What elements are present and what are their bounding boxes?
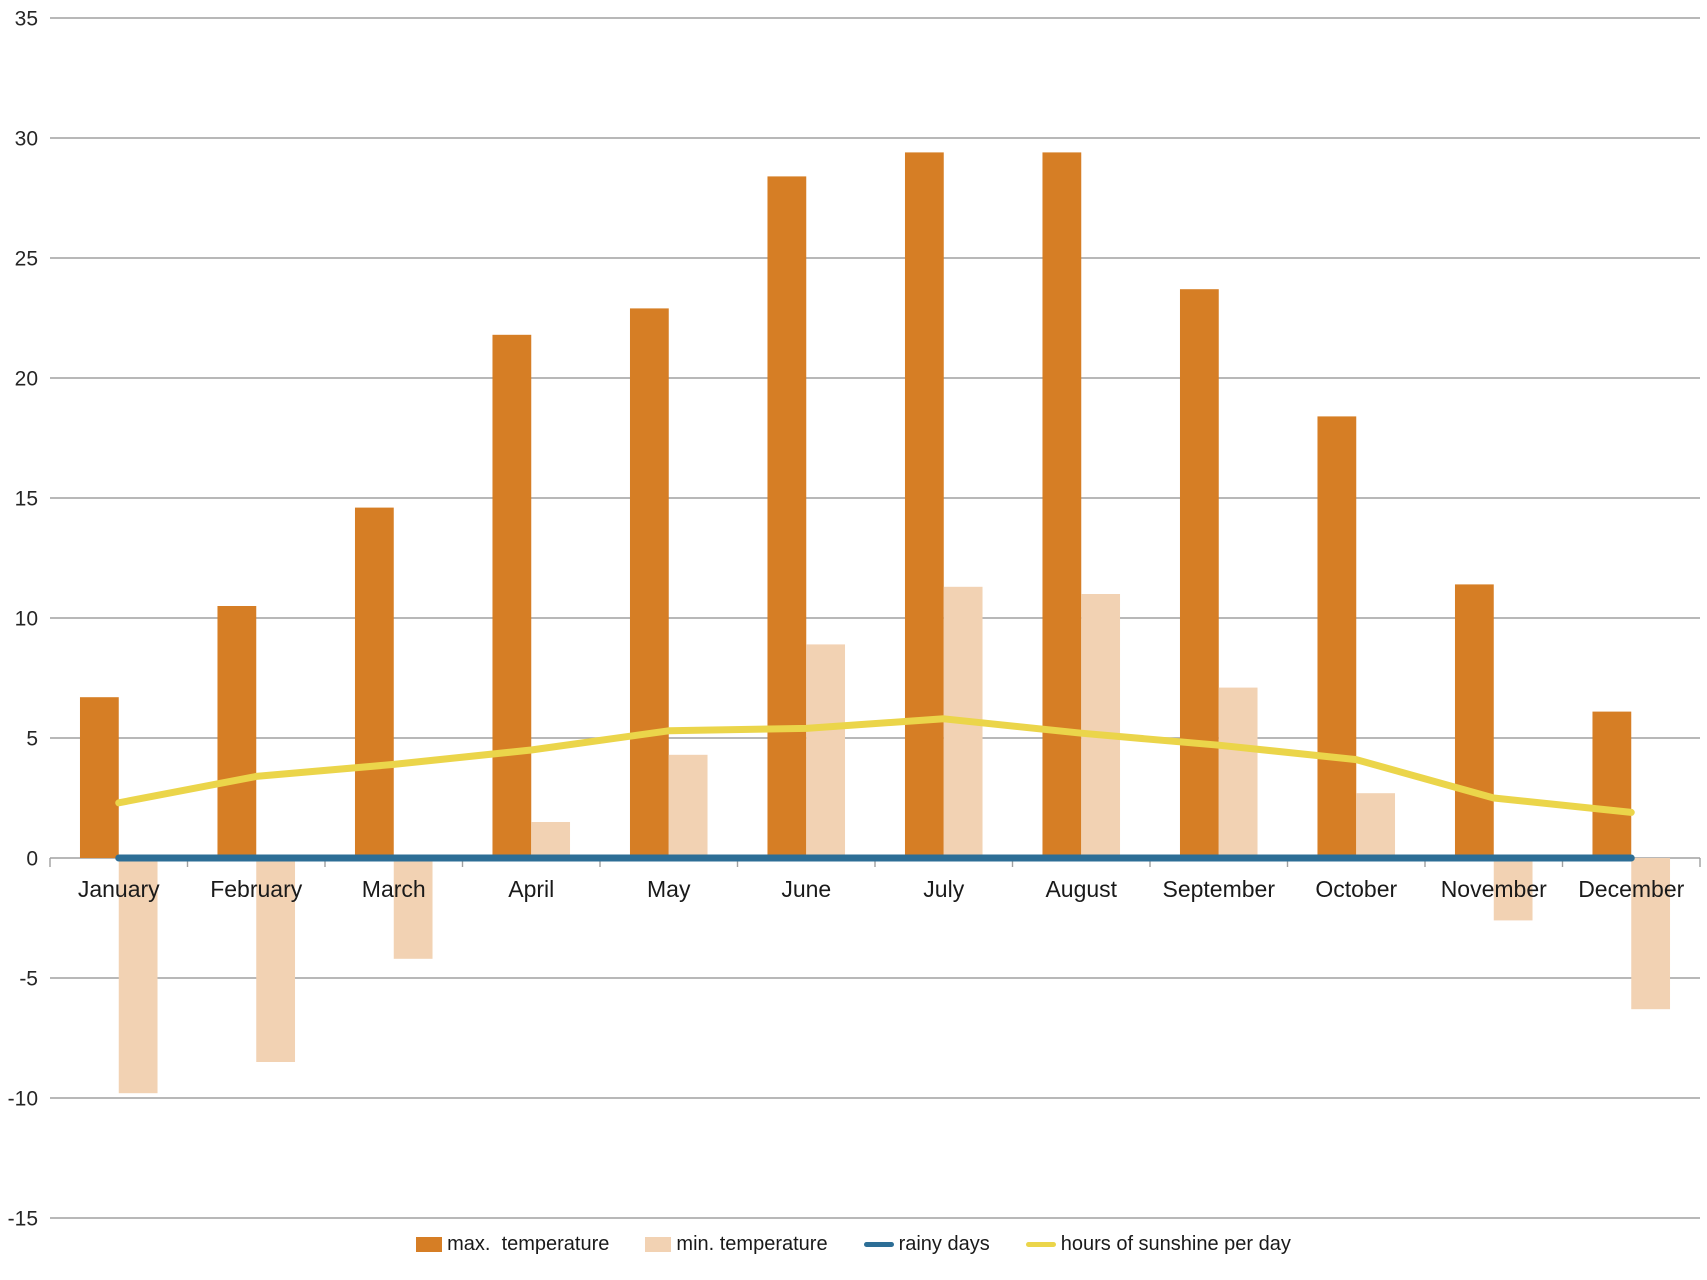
bar-min-temperature-november xyxy=(1493,858,1533,921)
y-axis-tick-label--15: -15 xyxy=(8,1208,38,1231)
bar-min-temperature-april xyxy=(531,822,571,858)
y-axis-tick-label-30: 30 xyxy=(15,128,38,151)
bar-min-temperature-september xyxy=(1218,687,1258,858)
bar-min-temperature-february xyxy=(256,858,296,1062)
bar-max-temperature-august xyxy=(1042,152,1082,858)
y-axis-tick-label-35: 35 xyxy=(15,8,38,31)
legend-label-hours-of-sunshine-per-day: hours of sunshine per day xyxy=(1060,1233,1291,1255)
bar-max-temperature-march xyxy=(354,507,394,858)
x-axis-label-september: September xyxy=(1162,876,1275,902)
x-axis-label-march: March xyxy=(362,876,426,902)
y-axis-tick-label-25: 25 xyxy=(15,248,38,271)
legend-item-rainy-days: rainy days xyxy=(863,1233,990,1255)
x-axis-label-april: April xyxy=(508,876,554,902)
legend-swatch-hours-of-sunshine-per-day xyxy=(1025,1241,1056,1247)
bar-max-temperature-january xyxy=(79,697,119,858)
x-axis-label-june: June xyxy=(781,876,831,902)
bar-max-temperature-may xyxy=(629,308,669,858)
bar-max-temperature-october xyxy=(1317,416,1357,858)
bar-min-temperature-may xyxy=(668,754,708,858)
x-axis-label-august: August xyxy=(1045,876,1117,902)
legend-swatch-min-temperature xyxy=(645,1236,672,1252)
bar-max-temperature-april xyxy=(492,334,532,858)
y-axis-tick-label--10: -10 xyxy=(8,1088,38,1111)
bar-min-temperature-january xyxy=(118,858,158,1094)
y-axis-tick-label-5: 5 xyxy=(26,728,38,751)
legend-swatch-rainy-days xyxy=(863,1241,894,1247)
x-axis-label-february: February xyxy=(210,876,303,902)
bar-max-temperature-september xyxy=(1179,289,1219,858)
y-axis-tick-label-10: 10 xyxy=(15,608,38,631)
x-axis-label-october: October xyxy=(1315,876,1397,902)
legend-swatch-max-temperature xyxy=(416,1236,443,1252)
legend-item-max-temperature: max. temperature xyxy=(416,1234,609,1254)
y-axis-tick-label-0: 0 xyxy=(26,848,38,871)
bar-min-temperature-march xyxy=(393,858,433,959)
legend-label-min-temperature: min. temperature xyxy=(676,1233,828,1255)
bar-max-temperature-july xyxy=(904,152,944,858)
legend-label-rainy-days: rainy days xyxy=(898,1233,990,1255)
bar-min-temperature-october xyxy=(1356,793,1396,858)
bar-max-temperature-february xyxy=(217,606,257,858)
line-hours-of-sunshine-per-day xyxy=(115,715,1635,816)
y-axis-tick-label-15: 15 xyxy=(15,488,38,511)
x-axis-label-december: December xyxy=(1578,876,1684,902)
x-axis-label-november: November xyxy=(1441,876,1547,902)
x-axis-label-july: July xyxy=(923,876,964,902)
y-axis-tick-label--5: -5 xyxy=(19,968,38,991)
x-axis-label-may: May xyxy=(647,876,691,902)
bar-max-temperature-november xyxy=(1454,584,1494,858)
bar-max-temperature-december xyxy=(1592,711,1632,858)
chart-legend: max. temperature min. temperature rainy da… xyxy=(0,1234,1707,1254)
bar-min-temperature-december xyxy=(1631,858,1671,1010)
legend-item-hours-of-sunshine-per-day: hours of sunshine per day xyxy=(1025,1233,1291,1255)
x-axis-label-january: January xyxy=(78,876,160,902)
legend-label-max-temperature: max. temperature xyxy=(447,1233,610,1255)
y-axis-tick-label-20: 20 xyxy=(15,368,38,391)
bar-max-temperature-june xyxy=(767,176,807,858)
bar-min-temperature-june xyxy=(806,644,846,858)
bar-min-temperature-august xyxy=(1081,594,1121,858)
legend-item-min-temperature: min. temperature xyxy=(645,1233,828,1255)
